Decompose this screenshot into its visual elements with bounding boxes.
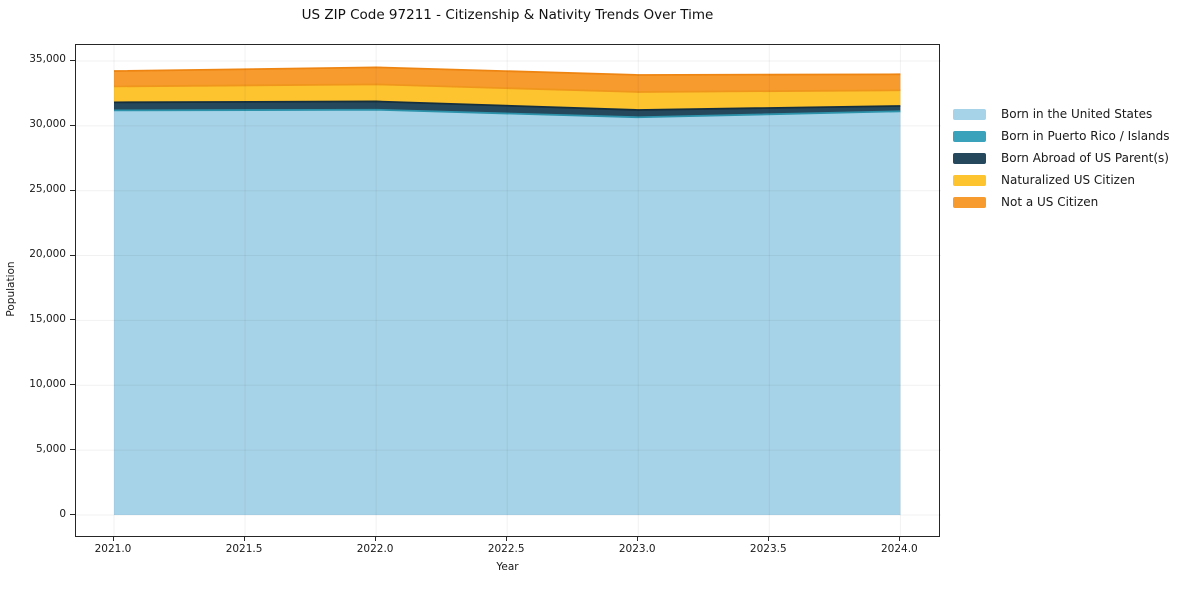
legend-row: Born Abroad of US Parent(s) (953, 147, 1170, 169)
legend-row: Naturalized US Citizen (953, 169, 1170, 191)
legend-swatch (953, 108, 986, 120)
y-tick-mark (70, 189, 75, 191)
x-axis-label: Year (496, 561, 519, 573)
plot-area (75, 44, 941, 538)
chart-title: US ZIP Code 97211 - Citizenship & Nativi… (301, 7, 714, 23)
x-tick-mark (899, 537, 901, 541)
legend-label: Not a US Citizen (1001, 195, 1099, 209)
y-tick-label: 5,000 (35, 442, 66, 455)
legend-swatch (953, 174, 986, 186)
y-tick-label: 0 (59, 507, 66, 520)
y-tick-label: 30,000 (29, 118, 66, 131)
legend-swatch (953, 152, 986, 164)
y-tick-mark (70, 254, 75, 256)
y-tick-mark (70, 59, 75, 61)
x-tick-mark (244, 537, 246, 541)
x-tick-label: 2024.0 (880, 543, 918, 555)
legend-swatch (953, 196, 986, 208)
stacked-area-chart (76, 45, 941, 538)
y-tick-mark (70, 449, 75, 451)
y-tick-mark (70, 384, 75, 386)
x-tick-mark (637, 537, 639, 541)
y-tick-label: 15,000 (29, 312, 66, 325)
y-tick-label: 20,000 (29, 248, 66, 261)
x-tick-label: 2022.0 (356, 543, 394, 555)
legend-label: Born Abroad of US Parent(s) (1001, 151, 1169, 165)
y-tick-mark (70, 319, 75, 321)
x-tick-mark (375, 537, 377, 541)
x-tick-label: 2021.5 (225, 543, 263, 555)
y-tick-mark (70, 124, 75, 126)
legend-label: Born in the United States (1001, 107, 1153, 121)
legend-row: Not a US Citizen (953, 191, 1170, 213)
x-tick-label: 2023.5 (749, 543, 787, 555)
y-tick-label: 10,000 (29, 377, 66, 390)
legend-row: Born in the United States (953, 103, 1170, 125)
y-tick-label: 35,000 (29, 53, 66, 66)
x-tick-label: 2022.5 (487, 543, 525, 555)
x-tick-mark (506, 537, 508, 541)
legend-label: Born in Puerto Rico / Islands (1001, 129, 1170, 143)
x-tick-label: 2021.0 (94, 543, 132, 555)
legend-swatch (953, 130, 986, 142)
x-tick-mark (768, 537, 770, 541)
x-tick-label: 2023.0 (618, 543, 656, 555)
legend-row: Born in Puerto Rico / Islands (953, 125, 1170, 147)
y-tick-label: 25,000 (29, 183, 66, 196)
legend: Born in the United States Born in Puerto … (953, 103, 1170, 213)
y-axis-label: Population (5, 261, 17, 317)
legend-label: Naturalized US Citizen (1001, 173, 1135, 187)
x-tick-mark (113, 537, 114, 541)
y-tick-mark (70, 514, 75, 516)
